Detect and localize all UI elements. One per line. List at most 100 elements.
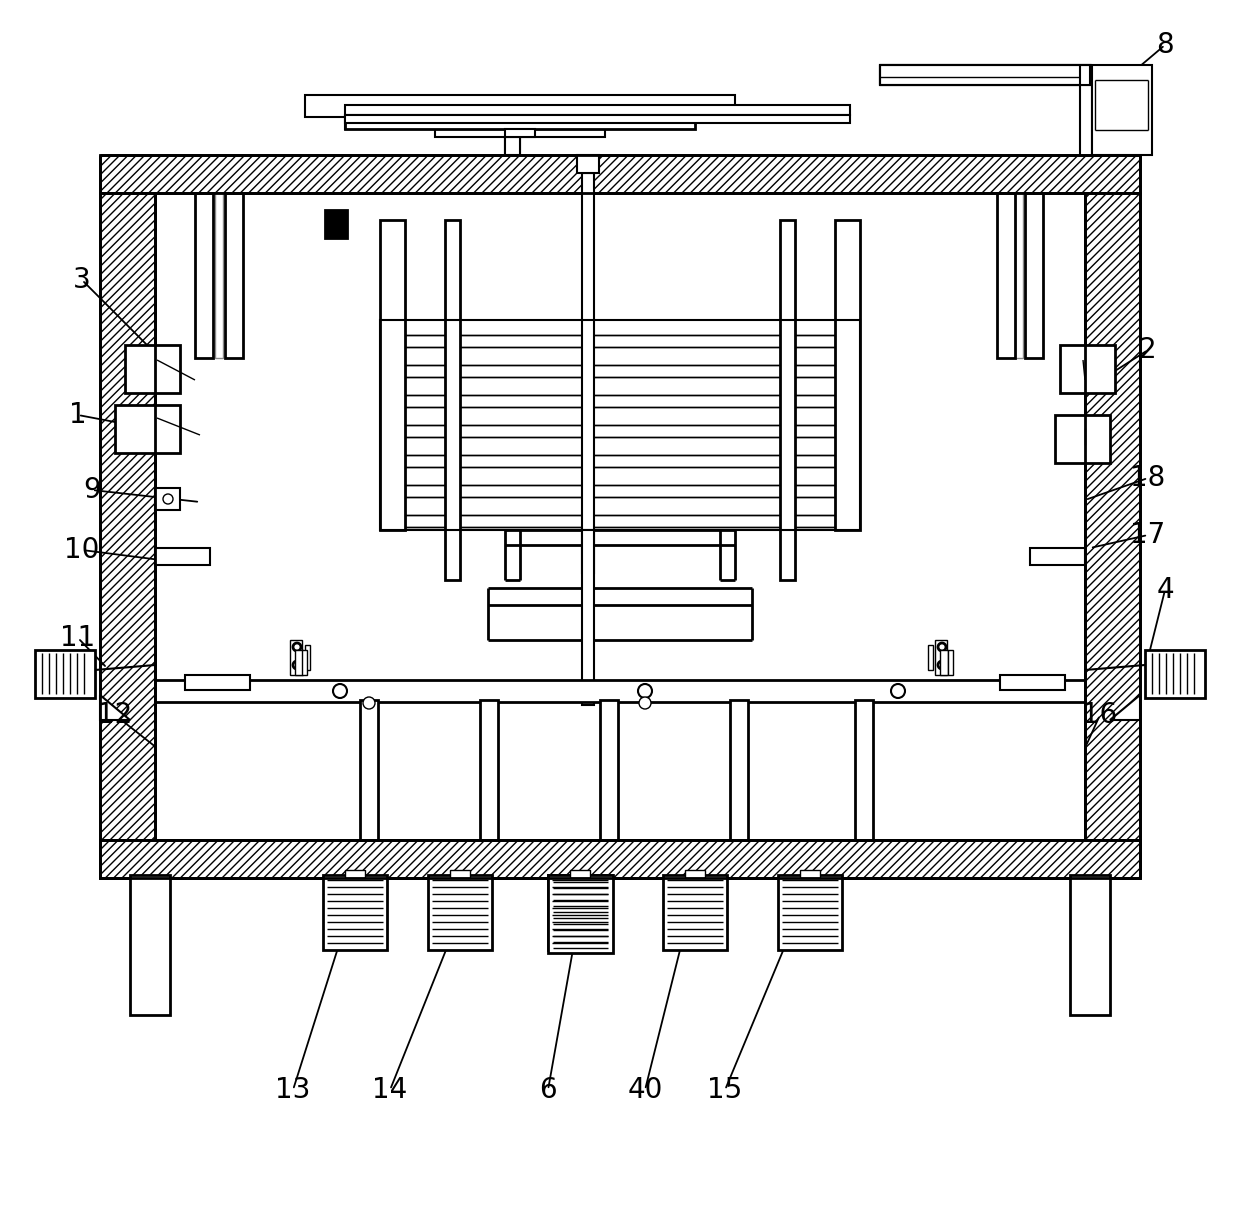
Text: 2: 2 [1140,335,1157,365]
Text: 3: 3 [73,266,91,294]
Bar [290,639,303,675]
Bar [345,869,365,878]
Bar [405,515,835,527]
Bar [224,193,243,358]
Bar [684,869,706,878]
Bar [428,876,492,949]
Bar [100,155,1140,193]
Bar [505,137,520,155]
Bar [730,700,748,840]
Circle shape [293,643,301,652]
Text: 17: 17 [1131,521,1166,549]
Bar [663,876,727,949]
Bar [405,395,835,407]
Bar [1085,193,1140,840]
Text: 10: 10 [64,536,99,564]
Bar [880,65,1090,85]
Bar [935,639,947,675]
Bar [100,193,155,840]
Bar [949,650,954,675]
Bar [880,65,1090,85]
Text: 13: 13 [275,1077,311,1104]
Bar [777,876,842,949]
Bar [405,425,835,437]
Bar [435,130,605,137]
Bar [940,650,949,675]
Circle shape [162,494,174,504]
Bar [582,530,594,705]
Text: 1: 1 [69,401,87,429]
Bar [480,700,498,840]
Bar [195,193,213,358]
Text: 40: 40 [627,1077,662,1104]
Bar [505,137,520,155]
Text: 16: 16 [1083,701,1117,729]
Bar [405,455,835,467]
Bar [125,345,180,394]
Bar [35,650,95,698]
Bar [1060,345,1115,394]
Bar [800,869,820,878]
Bar [185,675,250,690]
Bar [928,645,932,670]
Circle shape [293,661,301,668]
Bar [100,840,1140,878]
Bar [1030,549,1085,566]
Polygon shape [1110,695,1140,721]
Circle shape [937,643,946,652]
Bar [1070,876,1110,1015]
Text: 18: 18 [1131,464,1166,492]
Bar [295,650,303,675]
Bar [1145,650,1205,698]
Bar [577,155,599,173]
Bar [548,876,613,949]
Bar [345,105,849,115]
Bar [999,675,1065,690]
Bar [305,645,310,670]
Bar [345,117,694,130]
Bar [215,193,223,358]
Text: 15: 15 [707,1077,743,1104]
Bar [100,840,1140,878]
Bar [345,117,694,130]
Bar [322,876,387,949]
Bar [379,320,861,530]
Bar [1025,193,1043,358]
Bar [405,484,835,497]
Text: 9: 9 [83,476,100,504]
Bar [303,650,308,675]
Bar [405,335,835,348]
Polygon shape [100,695,130,721]
Bar [305,94,735,117]
Text: 8: 8 [1156,31,1174,59]
Circle shape [892,684,905,698]
Text: 6: 6 [539,1077,557,1104]
Bar [582,173,594,573]
Circle shape [334,684,347,698]
Bar [325,210,347,239]
Bar [155,488,180,510]
Bar [570,869,590,878]
Circle shape [937,661,946,668]
Bar [155,549,210,566]
Bar [780,220,795,580]
Bar [405,365,835,377]
Bar [505,130,534,137]
Bar [130,876,170,1015]
Bar [155,681,1085,702]
Bar [856,700,873,840]
Bar [345,115,849,124]
Bar [835,220,861,530]
Bar [548,876,613,953]
Text: 14: 14 [372,1077,408,1104]
Bar [997,193,1016,358]
Bar [115,404,180,453]
Circle shape [639,684,652,698]
Bar [450,869,470,878]
Bar [1092,65,1152,155]
Bar [379,220,405,530]
Bar [600,700,618,840]
Bar [1016,193,1023,358]
Bar [1055,415,1110,463]
Text: 12: 12 [98,701,133,729]
